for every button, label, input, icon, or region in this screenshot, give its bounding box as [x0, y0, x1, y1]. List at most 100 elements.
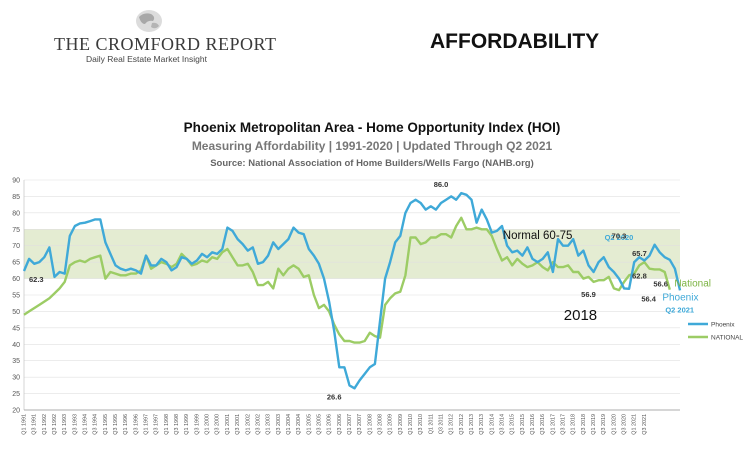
chart-legend: Phoenix NATIONAL [688, 322, 743, 342]
x-tick-label: Q3 1994 [93, 414, 99, 435]
x-tick-label: Q3 2012 [459, 414, 465, 435]
x-tick-label: Q3 2005 [316, 414, 322, 435]
x-tick-label: Q3 2006 [337, 414, 343, 435]
x-tick-label: Q1 2000 [205, 414, 211, 435]
x-tick-label: Q1 2020 [611, 414, 617, 435]
x-tick-label: Q3 2015 [520, 414, 526, 435]
y-tick-label: 50 [12, 309, 20, 316]
x-tick-label: Q1 2009 [388, 414, 394, 435]
annotation-label: 62.8 [632, 271, 647, 280]
x-tick-label: Q1 2011 [428, 414, 434, 434]
x-tick-label: Q1 2001 [225, 414, 231, 435]
x-tick-label: Q3 2007 [357, 414, 363, 435]
x-tick-label: Q3 2004 [296, 414, 302, 435]
x-tick-label: Q1 2014 [489, 414, 495, 435]
y-tick-label: 85 [12, 194, 20, 201]
x-tick-label: Q3 1991 [32, 414, 38, 435]
x-tick-label: Q3 2008 [377, 414, 383, 435]
y-tick-label: 30 [12, 375, 20, 382]
y-tick-label: 70 [12, 243, 20, 250]
page-banner: AFFORDABILITY [430, 30, 600, 53]
series-line-national [23, 216, 671, 344]
x-tick-label: Q1 1994 [83, 414, 89, 435]
annotation-label: Q2 2021 [665, 305, 694, 314]
x-tick-label: Q1 2005 [306, 414, 312, 435]
x-tick-label: Q3 2011 [438, 414, 444, 434]
x-tick-label: Q1 2016 [530, 414, 536, 435]
annotation-label: Q2 2020 [605, 233, 634, 242]
x-tick-label: Q1 2017 [550, 414, 556, 435]
y-tick-label: 65 [12, 260, 20, 267]
y-tick-label: 20 [12, 408, 20, 415]
x-tick-label: Q1 1992 [42, 414, 48, 435]
y-tick-label: 75 [12, 227, 20, 234]
x-tick-label: Q1 2003 [266, 414, 272, 435]
x-tick-label: Q3 2017 [561, 414, 567, 435]
x-tick-label: Q3 2000 [215, 414, 221, 435]
annotation-label: 70.3 [612, 232, 627, 241]
x-tick-label: Q3 2020 [622, 414, 628, 435]
x-tick-label: Q3 2013 [479, 414, 485, 435]
annotation-label: Phoenix [662, 292, 698, 303]
chart-subtitle: Measuring Affordability | 1991-2020 | Up… [192, 139, 553, 153]
x-tick-label: Q3 2016 [540, 414, 546, 435]
annotation-label: 2018 [564, 307, 597, 324]
annotation-label: 56.4 [641, 294, 656, 303]
x-tick-label: Q3 2002 [255, 414, 261, 435]
x-tick-label: Q3 1999 [194, 414, 200, 435]
x-tick-label: Q1 2007 [347, 414, 353, 435]
chart-title: Phoenix Metropolitan Area - Home Opportu… [184, 120, 561, 135]
legend-label-national: NATIONAL [711, 335, 743, 342]
x-tick-label: Q3 2021 [642, 414, 648, 435]
x-tick-label: Q1 2018 [571, 414, 577, 435]
x-tick-label: Q1 2008 [367, 414, 373, 435]
x-tick-label: Q3 1997 [154, 414, 160, 435]
x-tick-label: Q1 2004 [286, 414, 292, 435]
y-tick-label: 45 [12, 325, 20, 332]
y-tick-label: 40 [12, 342, 20, 349]
x-tick-label: Q3 1992 [52, 414, 58, 435]
annotation-label: 65.7 [632, 249, 647, 258]
x-tick-label: Q3 2003 [276, 414, 282, 435]
annotation-label: Normal 60-75 [503, 230, 573, 242]
x-tick-label: Q1 1996 [123, 414, 129, 435]
annotation-label: 56.6 [653, 280, 668, 289]
x-tick-label: Q1 2002 [245, 414, 251, 435]
x-tick-label: Q3 2014 [500, 414, 506, 435]
x-tick-label: Q1 1999 [184, 414, 190, 435]
x-tick-label: Q1 2021 [632, 414, 638, 435]
logo-subtitle: Daily Real Estate Market Insight [86, 54, 207, 64]
x-tick-label: Q1 1991 [22, 414, 28, 435]
x-tick-label: Q3 2010 [418, 414, 424, 435]
legend-label-phoenix: Phoenix [711, 322, 735, 329]
y-tick-label: 80 [12, 210, 20, 217]
annotation-label: 86.0 [434, 180, 449, 189]
x-tick-label: Q1 2012 [449, 414, 455, 435]
globe-icon [136, 10, 162, 32]
x-tick-label: Q3 1998 [174, 414, 180, 435]
x-tick-label: Q3 2009 [398, 414, 404, 435]
x-tick-label: Q1 2010 [408, 414, 414, 435]
y-tick-label: 90 [12, 178, 20, 185]
gridlines [24, 179, 680, 411]
x-tick-label: Q3 1996 [133, 414, 139, 435]
x-tick-label: Q1 2006 [327, 414, 333, 435]
annotation-label: National [674, 279, 711, 290]
series-layer [22, 191, 682, 390]
x-tick-label: Q3 2001 [235, 414, 241, 435]
x-tick-label: Q3 1995 [113, 414, 119, 435]
annotation-label: 62.3 [29, 275, 44, 284]
x-tick-label: Q1 2013 [469, 414, 475, 435]
series-line-phoenix [22, 191, 682, 390]
y-axis: 20 25 30 35 40 45 50 55 60 65 70 75 80 85 90 [12, 178, 25, 415]
x-tick-label: Q1 1998 [164, 414, 170, 435]
cromford-logo: THE CROMFORD REPORT Daily Real Estate Ma… [42, 8, 276, 68]
x-tick-label: Q1 2019 [591, 414, 597, 435]
annotation-label: 26.6 [327, 392, 342, 401]
x-tick-label: Q3 1993 [72, 414, 78, 435]
x-axis: Q1 1991 Q3 1991 Q1 1992 Q3 1992 Q1 1993 Q3 19… [22, 409, 680, 435]
chart-source: Source: National Association of Home Bui… [210, 158, 534, 169]
x-tick-label: Q1 1997 [144, 414, 150, 435]
